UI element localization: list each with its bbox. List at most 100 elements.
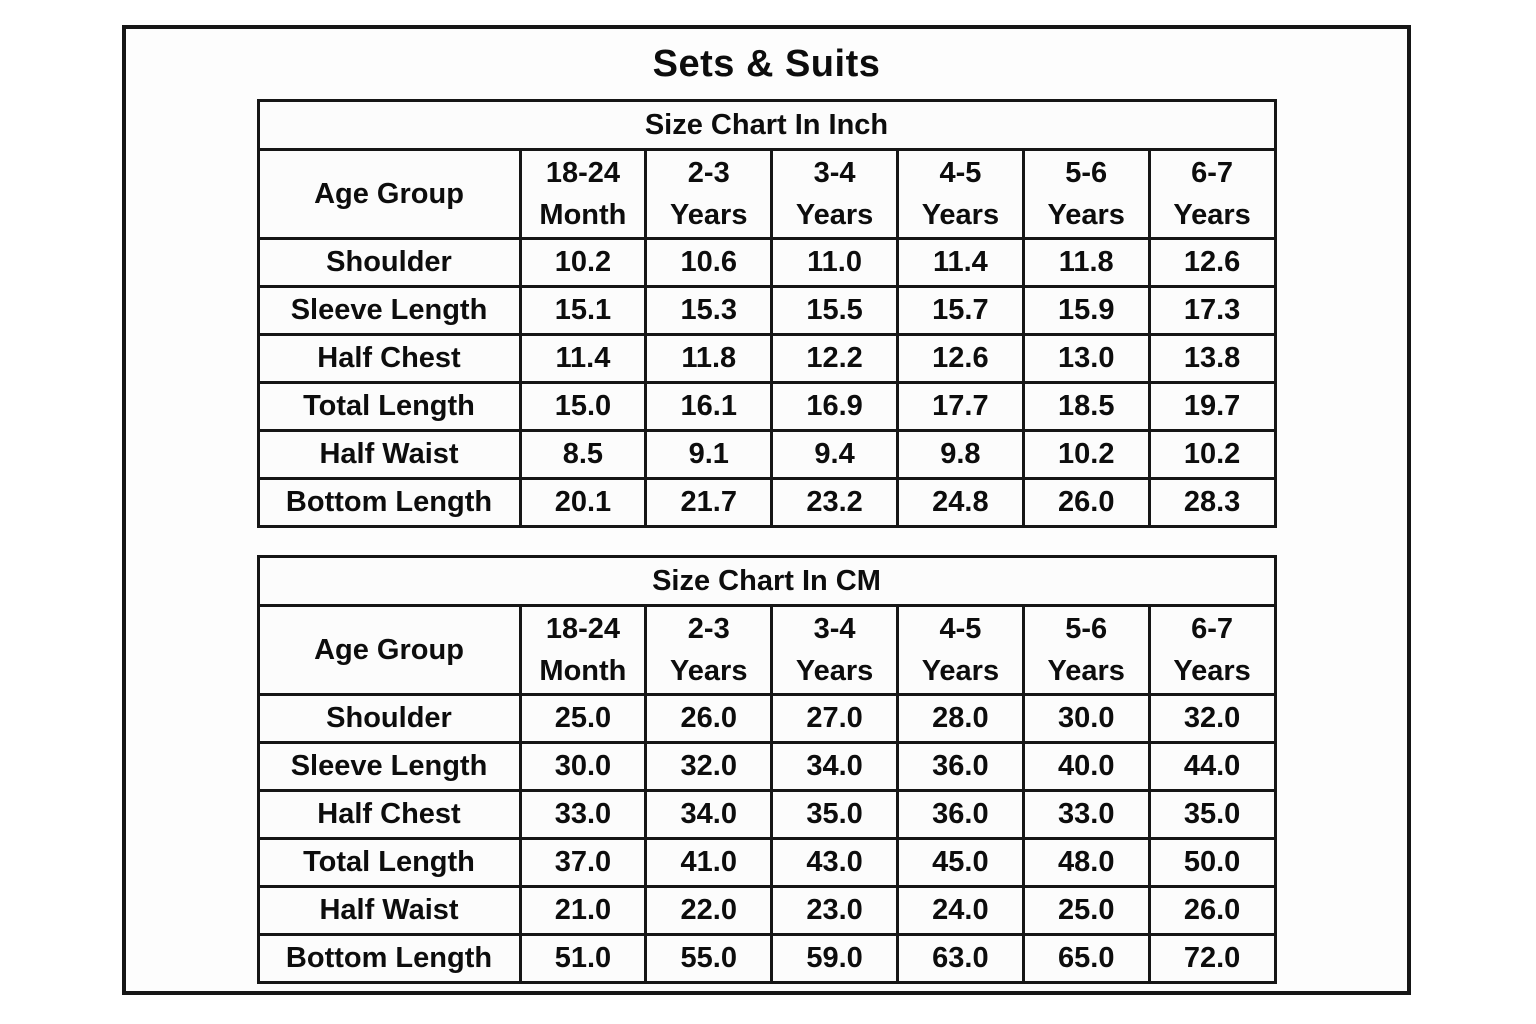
table-row: Total Length 37.0 41.0 43.0 45.0 48.0 50.0: [256, 837, 1277, 888]
age-group-header: Age Group: [256, 604, 522, 696]
measurement-value: 51.0: [518, 933, 648, 984]
measurement-value: 43.0: [770, 837, 899, 888]
measurement-value: 8.5: [518, 429, 648, 480]
measurement-value: 36.0: [895, 789, 1025, 840]
measurement-label: Sleeve Length: [256, 741, 522, 792]
measurement-value: 25.0: [518, 693, 648, 744]
measurement-value: 12.2: [770, 333, 899, 384]
measurement-value: 10.2: [518, 237, 648, 288]
page-title: Sets & Suits: [652, 43, 881, 85]
measurement-value: 26.0: [644, 693, 774, 744]
table-row: Bottom Length 20.1 21.7 23.2 24.8 26.0 28.3: [256, 477, 1277, 528]
measurement-value: 20.1: [518, 477, 648, 528]
column-header-4-5-years: 4-5 Years: [895, 604, 1025, 696]
measurement-value: 10.2: [1147, 429, 1277, 480]
measurement-value: 11.0: [770, 237, 899, 288]
column-header-2-3-years: 2-3 Years: [644, 604, 774, 696]
measurement-value: 10.6: [644, 237, 774, 288]
measurement-value: 48.0: [1021, 837, 1151, 888]
measurement-label: Bottom Length: [256, 933, 522, 984]
measurement-value: 36.0: [895, 741, 1025, 792]
column-header-6-7-years: 6-7 Years: [1147, 604, 1277, 696]
measurement-label: Total Length: [256, 381, 522, 432]
measurement-value: 12.6: [1147, 237, 1277, 288]
measurement-value: 26.0: [1147, 885, 1277, 936]
measurement-value: 17.3: [1147, 285, 1277, 336]
column-header-4-5-years: 4-5 Years: [895, 148, 1025, 240]
table-title-row: Size Chart In CM: [256, 555, 1277, 607]
measurement-value: 28.0: [895, 693, 1025, 744]
measurement-value: 34.0: [770, 741, 899, 792]
measurement-value: 11.4: [518, 333, 648, 384]
measurement-value: 17.7: [895, 381, 1025, 432]
measurement-value: 10.2: [1021, 429, 1151, 480]
measurement-value: 23.2: [770, 477, 899, 528]
table-row: Bottom Length 51.0 55.0 59.0 63.0 65.0 72.0: [256, 933, 1277, 984]
measurement-value: 11.8: [1021, 237, 1151, 288]
measurement-value: 9.1: [644, 429, 774, 480]
table-row: Half Waist 21.0 22.0 23.0 24.0 25.0 26.0: [256, 885, 1277, 936]
table-row: Half Waist 8.5 9.1 9.4 9.8 10.2 10.2: [256, 429, 1277, 480]
cm-table-body: Shoulder 25.0 26.0 27.0 28.0 30.0 32.0 Sleeve L…: [256, 693, 1277, 984]
measurement-value: 16.9: [770, 381, 899, 432]
table-title-inch: Size Chart In Inch: [256, 99, 1277, 151]
measurement-value: 32.0: [1147, 693, 1277, 744]
measurement-value: 41.0: [644, 837, 774, 888]
measurement-value: 12.6: [895, 333, 1025, 384]
measurement-value: 59.0: [770, 933, 899, 984]
size-chart-inch-table: Size Chart In Inch Age Group 18-24 Month…: [256, 99, 1277, 528]
age-group-header: Age Group: [256, 148, 522, 240]
measurement-value: 19.7: [1147, 381, 1277, 432]
column-header-5-6-years: 5-6 Years: [1021, 148, 1151, 240]
table-title-row: Size Chart In Inch: [256, 99, 1277, 151]
table-row: Half Chest 33.0 34.0 35.0 36.0 33.0 35.0: [256, 789, 1277, 840]
table-row: Sleeve Length 15.1 15.3 15.5 15.7 15.9 17.3: [256, 285, 1277, 336]
measurement-value: 13.8: [1147, 333, 1277, 384]
table-row: Total Length 15.0 16.1 16.9 17.7 18.5 19.7: [256, 381, 1277, 432]
measurement-value: 35.0: [1147, 789, 1277, 840]
measurement-value: 11.4: [895, 237, 1025, 288]
column-header-row: Age Group 18-24 Month 2-3 Years 3-4 Year…: [256, 604, 1277, 696]
measurement-value: 21.7: [644, 477, 774, 528]
measurement-value: 25.0: [1021, 885, 1151, 936]
column-header-2-3-years: 2-3 Years: [644, 148, 774, 240]
measurement-value: 30.0: [1021, 693, 1151, 744]
column-header-18-24-month: 18-24 Month: [518, 604, 648, 696]
measurement-value: 18.5: [1021, 381, 1151, 432]
measurement-value: 40.0: [1021, 741, 1151, 792]
measurement-value: 27.0: [770, 693, 899, 744]
column-header-3-4-years: 3-4 Years: [770, 604, 899, 696]
column-header-row: Age Group 18-24 Month 2-3 Years 3-4 Year…: [256, 148, 1277, 240]
measurement-value: 44.0: [1147, 741, 1277, 792]
measurement-label: Half Waist: [256, 429, 522, 480]
measurement-value: 9.4: [770, 429, 899, 480]
column-header-18-24-month: 18-24 Month: [518, 148, 648, 240]
measurement-value: 34.0: [644, 789, 774, 840]
measurement-value: 37.0: [518, 837, 648, 888]
measurement-value: 13.0: [1021, 333, 1151, 384]
measurement-value: 15.1: [518, 285, 648, 336]
measurement-label: Shoulder: [256, 693, 522, 744]
measurement-value: 33.0: [518, 789, 648, 840]
measurement-value: 32.0: [644, 741, 774, 792]
measurement-value: 15.5: [770, 285, 899, 336]
table-title-cm: Size Chart In CM: [256, 555, 1277, 607]
measurement-label: Shoulder: [256, 237, 522, 288]
measurement-value: 15.9: [1021, 285, 1151, 336]
size-chart-cm-table: Size Chart In CM Age Group 18-24 Month 2…: [256, 555, 1277, 984]
measurement-value: 50.0: [1147, 837, 1277, 888]
measurement-value: 23.0: [770, 885, 899, 936]
measurement-value: 15.0: [518, 381, 648, 432]
measurement-value: 35.0: [770, 789, 899, 840]
measurement-value: 24.0: [895, 885, 1025, 936]
measurement-label: Sleeve Length: [256, 285, 522, 336]
measurement-value: 15.7: [895, 285, 1025, 336]
measurement-label: Total Length: [256, 837, 522, 888]
measurement-value: 28.3: [1147, 477, 1277, 528]
measurement-value: 45.0: [895, 837, 1025, 888]
measurement-value: 33.0: [1021, 789, 1151, 840]
table-row: Sleeve Length 30.0 32.0 34.0 36.0 40.0 44.0: [256, 741, 1277, 792]
measurement-label: Half Waist: [256, 885, 522, 936]
measurement-value: 30.0: [518, 741, 648, 792]
table-row: Shoulder 25.0 26.0 27.0 28.0 30.0 32.0: [256, 693, 1277, 744]
